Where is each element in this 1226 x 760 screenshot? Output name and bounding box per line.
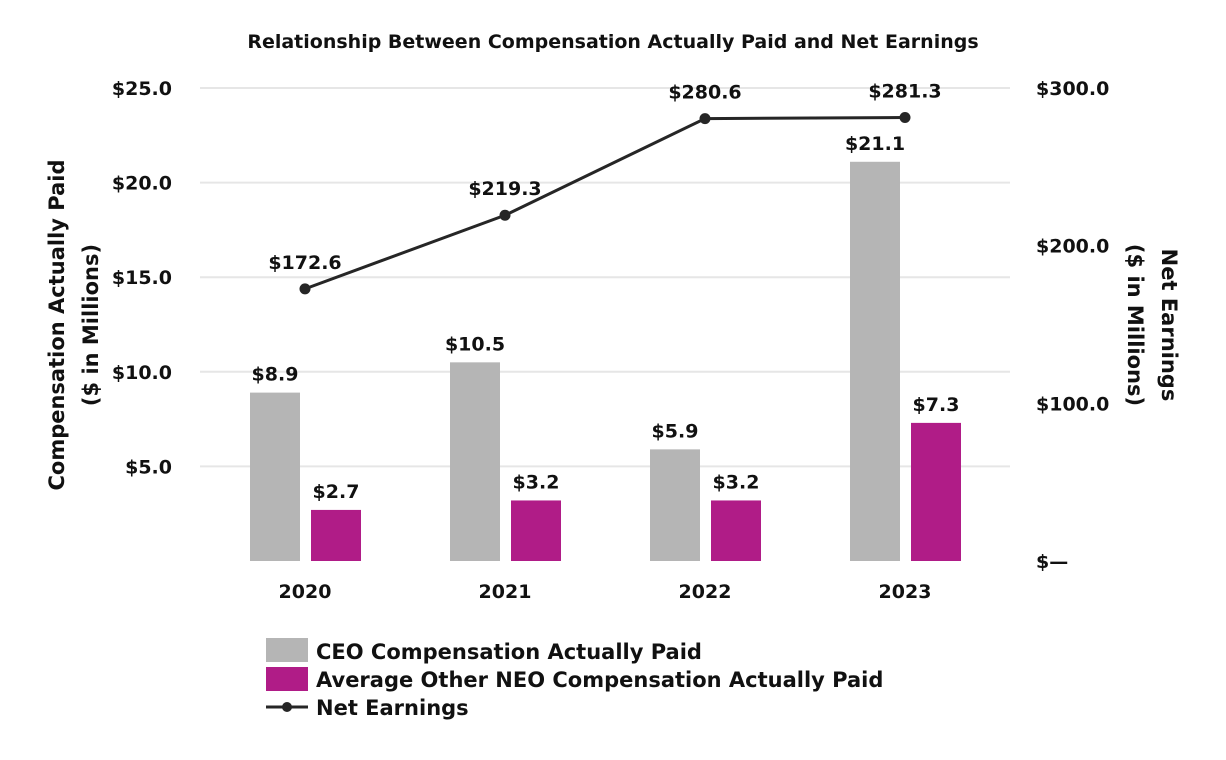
data-label: $3.2	[513, 471, 560, 493]
data-label: $172.6	[268, 252, 341, 274]
legend: CEO Compensation Actually Paid Average O…	[266, 638, 883, 720]
legend-swatch-ceo	[266, 638, 308, 662]
data-label: $8.9	[252, 364, 299, 386]
y-left-label-2: ($ in Millions)	[79, 244, 103, 406]
x-tick-label: 2022	[679, 581, 732, 603]
data-label: $2.7	[313, 481, 360, 503]
data-label: $7.3	[913, 394, 960, 416]
bar-neo	[911, 422, 961, 561]
y-right-label-1: Net Earnings	[1157, 249, 1181, 402]
y-left-tick-label: $20.0	[112, 173, 172, 195]
y-left-tick-label: $5.0	[125, 456, 172, 478]
bar-ceo	[850, 161, 900, 561]
y-right-tick-label: $100.0	[1036, 393, 1109, 415]
net-earnings-point	[899, 111, 911, 123]
data-label: $5.9	[652, 420, 699, 442]
data-label: $10.5	[445, 333, 505, 355]
y-right-tick-label: $—	[1036, 551, 1068, 573]
y-left-tick-label: $25.0	[112, 78, 172, 100]
bar-ceo	[250, 392, 300, 561]
legend-label-net-earnings: Net Earnings	[316, 696, 469, 720]
x-tick-label: 2021	[479, 581, 532, 603]
y-left-tick-label: $15.0	[112, 267, 172, 289]
net-earnings-point	[699, 113, 711, 125]
y-right-label-2: ($ in Millions)	[1123, 244, 1147, 406]
bar-neo	[711, 500, 761, 561]
legend-label-neo: Average Other NEO Compensation Actually …	[316, 668, 883, 692]
net-earnings-line	[304, 115, 906, 291]
legend-marker-net-earnings	[282, 702, 292, 712]
data-label: $219.3	[468, 178, 541, 200]
bar-ceo	[450, 362, 500, 561]
data-label: $280.6	[668, 82, 741, 104]
data-label: $21.1	[845, 133, 905, 155]
y-right-tick-label: $300.0	[1036, 78, 1109, 100]
bar-neo	[311, 509, 361, 561]
y-left-label-1: Compensation Actually Paid	[45, 159, 69, 490]
bar-neo	[511, 500, 561, 561]
chart-title: Relationship Between Compensation Actual…	[247, 31, 978, 53]
x-tick-label: 2020	[279, 581, 332, 603]
x-tick-label: 2023	[879, 581, 932, 603]
y-left-tick-label: $10.0	[112, 362, 172, 384]
data-label: $3.2	[713, 471, 760, 493]
legend-swatch-neo	[266, 667, 308, 691]
net-earnings-point	[299, 283, 311, 295]
data-label: $281.3	[868, 80, 941, 102]
legend-label-ceo: CEO Compensation Actually Paid	[316, 640, 702, 664]
y-right-tick-label: $200.0	[1036, 236, 1109, 258]
bar-ceo	[650, 449, 700, 561]
net-earnings-point	[499, 209, 511, 221]
